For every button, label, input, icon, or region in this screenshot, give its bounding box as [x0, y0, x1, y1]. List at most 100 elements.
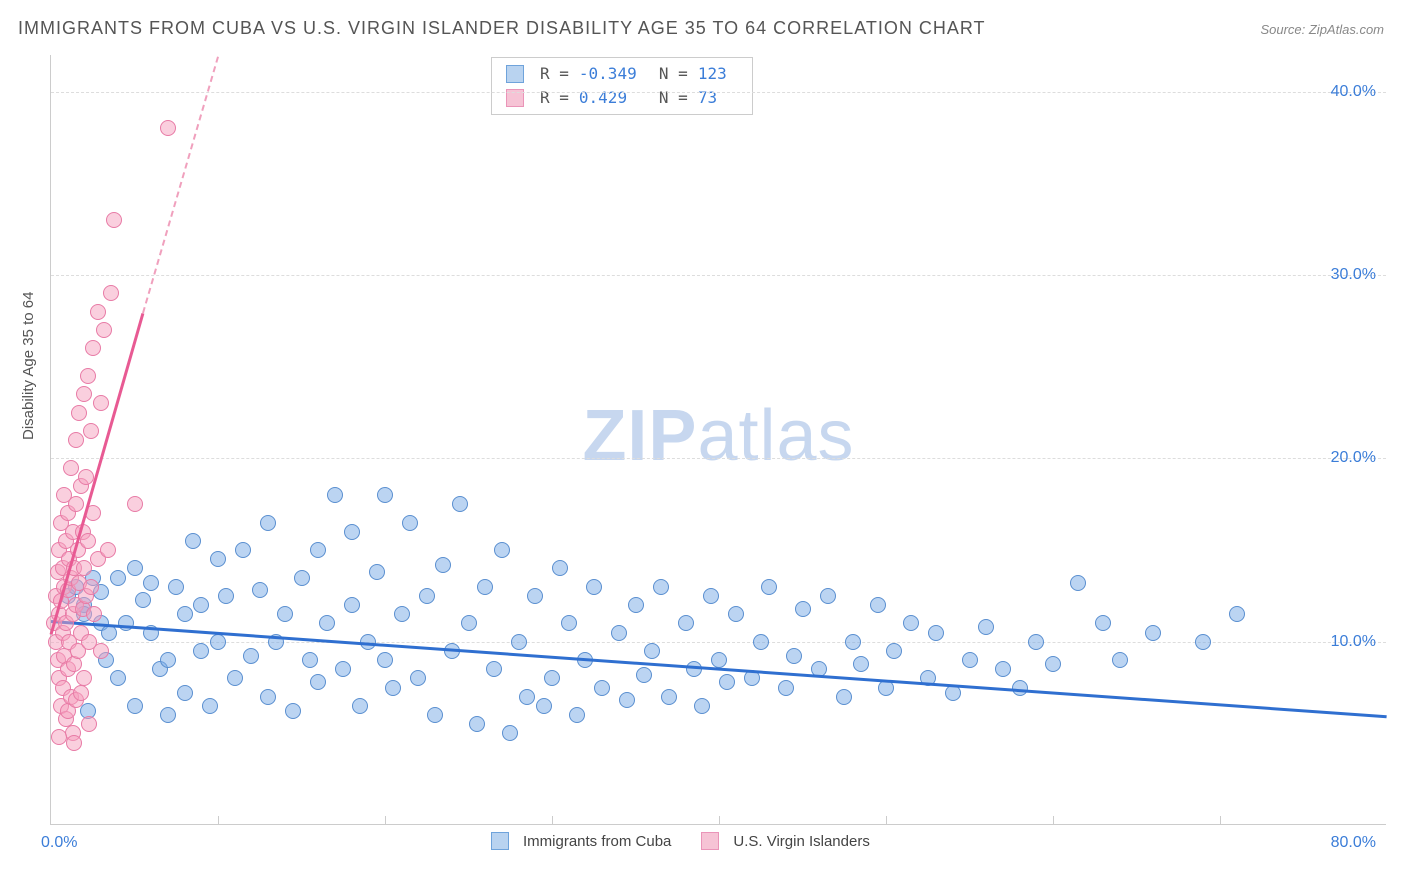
scatter-point: [76, 670, 92, 686]
scatter-point: [394, 606, 410, 622]
scatter-point: [294, 570, 310, 586]
scatter-point: [1012, 680, 1028, 696]
scatter-point: [185, 533, 201, 549]
gridline: [51, 458, 1386, 459]
scatter-point: [586, 579, 602, 595]
scatter-point: [728, 606, 744, 622]
scatter-point: [127, 698, 143, 714]
x-tick: [552, 816, 553, 824]
scatter-point: [352, 698, 368, 714]
scatter-point: [502, 725, 518, 741]
scatter-point: [636, 667, 652, 683]
y-tick-label: 20.0%: [1331, 449, 1376, 467]
scatter-point: [1095, 615, 1111, 631]
scatter-point: [1112, 652, 1128, 668]
scatter-point: [277, 606, 293, 622]
scatter-point: [494, 542, 510, 558]
x-tick: [1220, 816, 1221, 824]
x-axis-min-label: 0.0%: [41, 834, 77, 852]
scatter-point: [377, 652, 393, 668]
scatter-point: [81, 716, 97, 732]
x-tick: [1053, 816, 1054, 824]
scatter-point: [978, 619, 994, 635]
legend-n-label: N =: [659, 62, 688, 86]
scatter-point: [193, 643, 209, 659]
scatter-point: [527, 588, 543, 604]
legend-r-value-pink: 0.429: [579, 86, 649, 110]
scatter-point: [319, 615, 335, 631]
scatter-point: [235, 542, 251, 558]
scatter-point: [661, 689, 677, 705]
scatter-point: [1045, 656, 1061, 672]
legend-label: Immigrants from Cuba: [523, 833, 671, 850]
scatter-point: [63, 460, 79, 476]
scatter-point: [452, 496, 468, 512]
legend-n-value-pink: 73: [698, 86, 738, 110]
scatter-point: [80, 533, 96, 549]
scatter-point: [628, 597, 644, 613]
scatter-point: [928, 625, 944, 641]
scatter-point: [168, 579, 184, 595]
scatter-point: [96, 322, 112, 338]
scatter-point: [252, 582, 268, 598]
scatter-point: [694, 698, 710, 714]
scatter-point: [160, 652, 176, 668]
scatter-point: [962, 652, 978, 668]
scatter-point: [653, 579, 669, 595]
scatter-point: [83, 423, 99, 439]
scatter-point: [1229, 606, 1245, 622]
scatter-point: [1028, 634, 1044, 650]
watermark: ZIPatlas: [582, 394, 854, 476]
y-tick-label: 10.0%: [1331, 633, 1376, 651]
scatter-plot-area: ZIPatlas R = -0.349 N = 123 R = 0.429 N …: [50, 55, 1386, 825]
scatter-point: [100, 542, 116, 558]
scatter-point: [402, 515, 418, 531]
x-tick: [886, 816, 887, 824]
scatter-point: [210, 551, 226, 567]
scatter-point: [143, 575, 159, 591]
scatter-point: [86, 606, 102, 622]
legend-row-blue: R = -0.349 N = 123: [506, 62, 738, 86]
legend-r-label: R =: [540, 86, 569, 110]
legend-row-pink: R = 0.429 N = 73: [506, 86, 738, 110]
scatter-point: [160, 120, 176, 136]
scatter-point: [66, 735, 82, 751]
scatter-point: [68, 496, 84, 512]
scatter-point: [160, 707, 176, 723]
scatter-point: [51, 729, 67, 745]
scatter-point: [611, 625, 627, 641]
scatter-point: [1195, 634, 1211, 650]
scatter-point: [761, 579, 777, 595]
scatter-point: [836, 689, 852, 705]
scatter-point: [302, 652, 318, 668]
scatter-point: [335, 661, 351, 677]
legend-item: U.S. Virgin Islanders: [701, 832, 869, 850]
legend-item: Immigrants from Cuba: [491, 832, 671, 850]
scatter-point: [703, 588, 719, 604]
scatter-point: [561, 615, 577, 631]
chart-title: IMMIGRANTS FROM CUBA VS U.S. VIRGIN ISLA…: [18, 18, 986, 39]
scatter-point: [820, 588, 836, 604]
scatter-point: [778, 680, 794, 696]
legend-n-label: N =: [659, 86, 688, 110]
scatter-point: [110, 670, 126, 686]
scatter-point: [135, 592, 151, 608]
scatter-point: [511, 634, 527, 650]
scatter-point: [177, 685, 193, 701]
scatter-point: [419, 588, 435, 604]
scatter-point: [619, 692, 635, 708]
scatter-point: [544, 670, 560, 686]
scatter-point: [410, 670, 426, 686]
x-tick: [719, 816, 720, 824]
scatter-point: [795, 601, 811, 617]
gridline: [51, 92, 1386, 93]
source-attribution: Source: ZipAtlas.com: [1260, 22, 1384, 37]
scatter-point: [127, 496, 143, 512]
scatter-point: [469, 716, 485, 732]
scatter-point: [127, 560, 143, 576]
scatter-point: [853, 656, 869, 672]
scatter-point: [93, 395, 109, 411]
scatter-point: [995, 661, 1011, 677]
scatter-point: [80, 368, 96, 384]
scatter-point: [90, 304, 106, 320]
